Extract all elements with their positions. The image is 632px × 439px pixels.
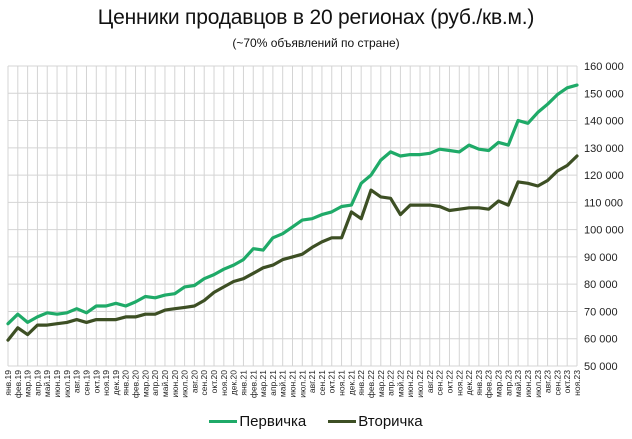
chart-subtitle: (~70% объявлений по стране) (232, 36, 400, 50)
grid-lines (7, 65, 578, 367)
x-tick-label: мар.19 (23, 370, 33, 397)
x-tick-label: апр.21 (268, 370, 278, 396)
x-tick-label: май.19 (42, 370, 52, 397)
y-axis-labels: 160 000 150 000 140 000 130 000 120 000 110 0… (584, 61, 624, 373)
x-tick-label: июн.22 (405, 370, 415, 398)
x-tick-label: авг.22 (425, 370, 435, 393)
x-tick-label: фев.20 (131, 370, 141, 398)
x-tick-label: авг.23 (543, 370, 553, 393)
x-tick-label: июн.19 (52, 370, 62, 398)
x-tick-label: июн.23 (523, 370, 533, 398)
x-tick-label: ноя.20 (219, 370, 229, 396)
legend-item-primary: Первичка (209, 413, 306, 430)
x-tick-label: фев.21 (248, 370, 258, 398)
y-tick-label: 150 000 (584, 88, 624, 100)
x-tick-label: авг.21 (307, 370, 317, 393)
x-axis-labels: янв.19 фев.19 мар.19 апр.19 май.19 июн.19 июл.… (3, 370, 582, 398)
x-tick-label: апр.23 (503, 370, 513, 396)
legend-label-secondary: Вторичка (358, 413, 423, 430)
x-tick-label: авг.20 (189, 370, 199, 393)
x-tick-label: янв.21 (238, 370, 248, 396)
legend: Первичка Вторичка (0, 413, 632, 430)
y-tick-label: 130 000 (584, 143, 624, 155)
x-tick-label: ноя.22 (454, 370, 464, 396)
y-tick-label: 110 000 (584, 197, 623, 209)
x-tick-label: дек.22 (464, 370, 474, 395)
x-tick-label: сен.21 (317, 370, 327, 396)
series-line-primary (6, 83, 579, 326)
x-tick-label: июл.19 (62, 370, 72, 398)
legend-item-secondary: Вторичка (328, 413, 423, 430)
y-tick-label: 80 000 (584, 279, 618, 291)
x-tick-label: окт.19 (91, 370, 101, 394)
x-tick-label: апр.20 (150, 370, 160, 396)
x-tick-label: сен.19 (81, 370, 91, 396)
line-chart: 160 000 150 000 140 000 130 000 120 000 110 0… (3, 61, 624, 398)
x-tick-label: мар.23 (494, 370, 504, 397)
legend-swatch-secondary (328, 420, 357, 423)
y-tick-label: 70 000 (584, 306, 618, 318)
y-tick-label: 160 000 (584, 61, 624, 73)
x-tick-label: сен.23 (552, 370, 562, 396)
x-tick-label: сен.22 (435, 370, 445, 396)
x-tick-label: окт.20 (209, 370, 219, 394)
y-tick-label: 60 000 (584, 334, 618, 346)
x-tick-label: май.21 (278, 370, 288, 397)
x-tick-label: янв.19 (3, 370, 13, 396)
x-tick-label: июл.21 (297, 370, 307, 398)
x-tick-label: ноя.23 (572, 370, 582, 396)
x-tick-label: ноя.21 (337, 370, 347, 396)
x-tick-label: май.20 (160, 370, 170, 397)
x-tick-label: июл.22 (415, 370, 425, 398)
x-tick-label: апр.19 (32, 370, 42, 396)
chart-title: Ценники продавцов в 20 регионах (руб./кв… (97, 6, 535, 29)
x-tick-label: сен.20 (199, 370, 209, 396)
x-tick-label: дек.21 (346, 370, 356, 395)
x-tick-label: июл.20 (180, 370, 190, 398)
y-tick-label: 50 000 (584, 361, 618, 373)
x-tick-label: окт.21 (327, 370, 337, 394)
x-tick-label: янв.22 (356, 370, 366, 396)
x-tick-label: янв.23 (474, 370, 484, 396)
x-tick-label: мар.21 (258, 370, 268, 397)
x-tick-label: ноя.19 (101, 370, 111, 396)
x-tick-label: окт.23 (562, 370, 572, 394)
x-tick-label: авг.19 (72, 370, 82, 393)
x-tick-label: дек.19 (111, 370, 121, 395)
x-tick-label: дек.20 (229, 370, 239, 395)
x-tick-label: май.23 (513, 370, 523, 397)
x-tick-label: фев.19 (13, 370, 23, 398)
x-tick-label: июн.20 (170, 370, 180, 398)
series-line-secondary (6, 154, 579, 342)
x-tick-label: июл.23 (533, 370, 543, 398)
x-tick-label: май.22 (395, 370, 405, 397)
x-tick-label: фев.22 (366, 370, 376, 398)
x-tick-label: июн.21 (288, 370, 298, 398)
legend-swatch-primary (209, 420, 238, 423)
x-tick-label: окт.22 (444, 370, 454, 394)
x-tick-label: янв.20 (121, 370, 131, 396)
x-tick-label: фев.23 (484, 370, 494, 398)
y-tick-label: 120 000 (584, 170, 624, 182)
x-tick-label: апр.22 (386, 370, 396, 396)
y-tick-label: 140 000 (584, 116, 624, 128)
x-tick-label: мар.22 (376, 370, 386, 397)
legend-label-primary: Первичка (239, 413, 307, 430)
x-tick-label: мар.20 (140, 370, 150, 397)
y-tick-label: 100 000 (584, 225, 624, 237)
y-tick-label: 90 000 (584, 252, 618, 264)
